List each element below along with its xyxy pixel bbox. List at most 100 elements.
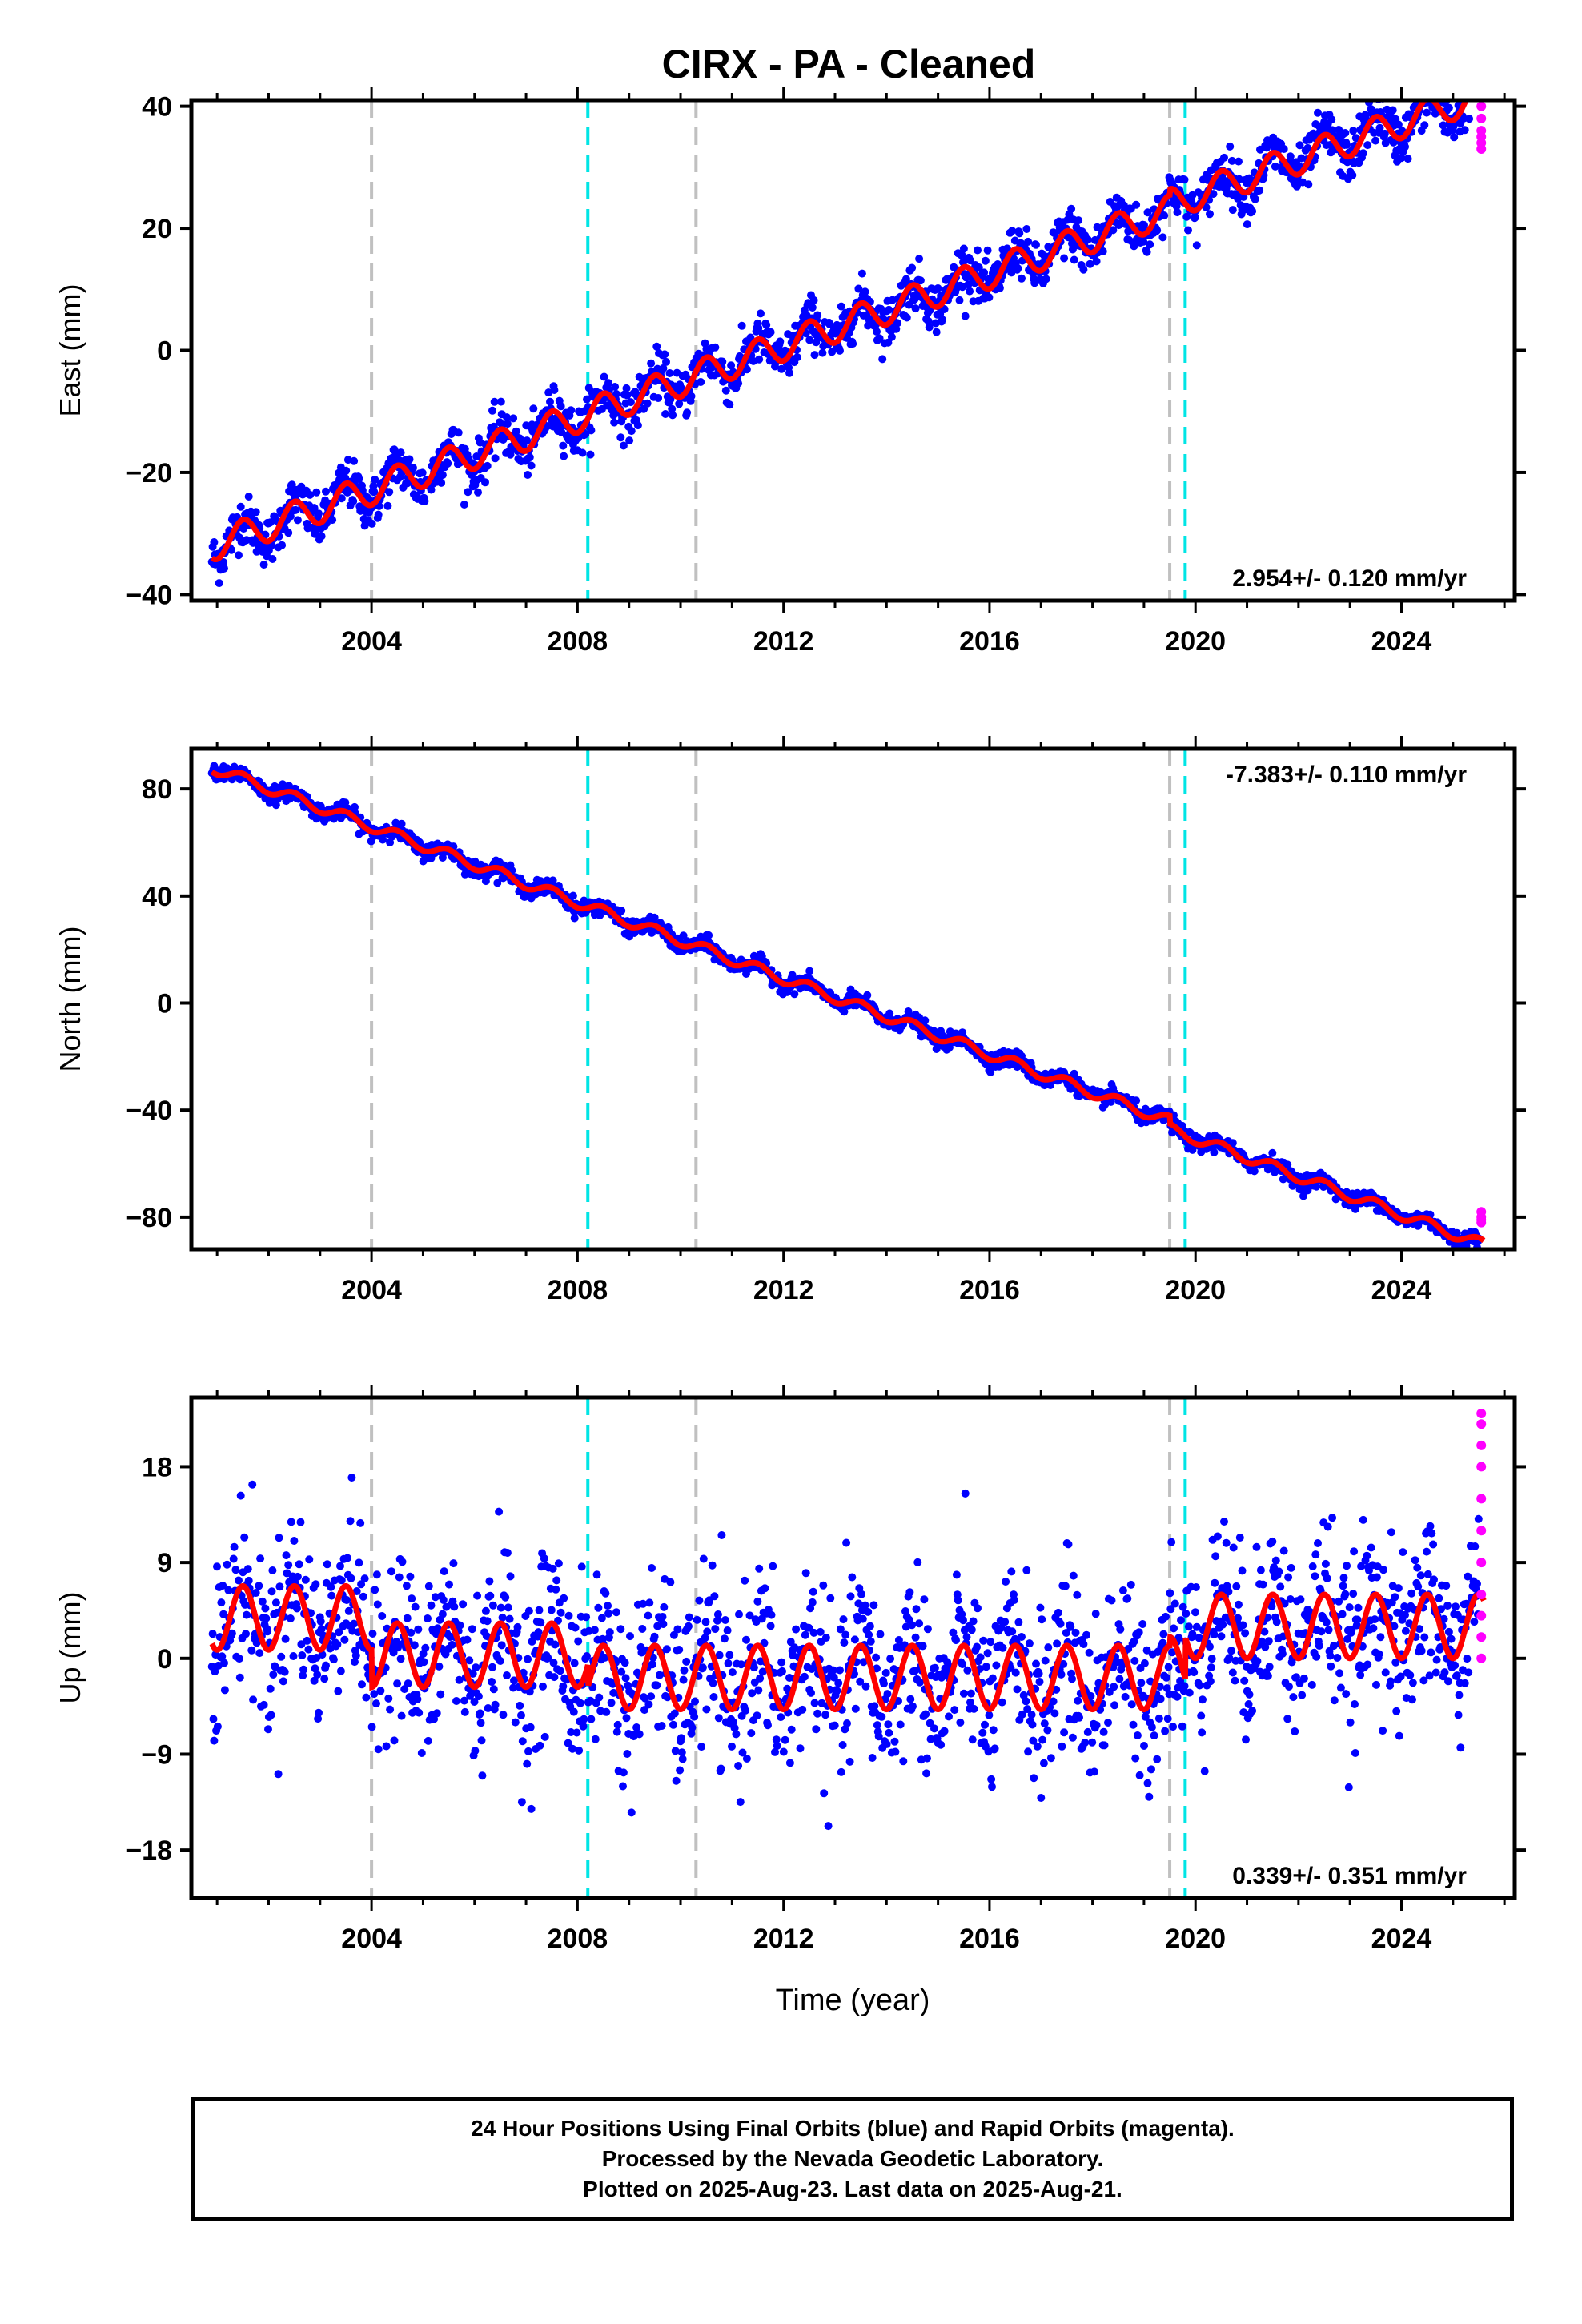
final-point <box>1371 136 1380 145</box>
final-point <box>1010 1596 1018 1604</box>
final-point <box>643 399 652 408</box>
final-point <box>235 1576 243 1585</box>
final-point <box>893 319 902 328</box>
final-point <box>613 1720 622 1729</box>
final-point <box>311 1580 320 1589</box>
final-point <box>742 1635 750 1644</box>
final-point <box>820 1789 829 1798</box>
final-point <box>1192 241 1201 250</box>
final-point <box>924 317 933 326</box>
final-point <box>1184 1622 1193 1631</box>
final-point <box>357 503 366 512</box>
final-point <box>535 1606 544 1614</box>
final-point <box>1033 1742 1042 1751</box>
final-point <box>995 283 1004 292</box>
final-point <box>227 545 235 554</box>
final-point <box>597 1614 606 1622</box>
final-point <box>397 1711 406 1720</box>
final-point <box>1110 1701 1119 1710</box>
final-point <box>286 1614 295 1622</box>
final-point <box>1126 1580 1135 1589</box>
final-point <box>1425 90 1433 99</box>
final-point <box>1423 108 1431 117</box>
final-point <box>1143 208 1152 217</box>
final-point <box>695 1596 704 1605</box>
final-point <box>550 1673 559 1682</box>
final-point <box>460 870 469 879</box>
final-point <box>1032 1659 1040 1668</box>
final-point <box>1466 70 1474 78</box>
final-point <box>1082 1630 1090 1639</box>
final-point <box>1163 1715 1172 1723</box>
final-point <box>701 1618 710 1626</box>
final-point <box>463 1635 472 1644</box>
final-point <box>379 835 387 844</box>
final-point <box>304 1645 313 1654</box>
final-point <box>916 1678 924 1687</box>
final-point <box>1027 1711 1036 1719</box>
final-point <box>436 1690 445 1699</box>
final-point <box>264 1725 272 1734</box>
final-point <box>813 1709 822 1718</box>
final-point <box>981 1720 989 1729</box>
final-point <box>1211 1552 1220 1561</box>
final-point <box>1162 1612 1170 1621</box>
final-point <box>405 455 414 464</box>
x-tick-label: 2016 <box>959 1275 1020 1305</box>
final-point <box>1207 1663 1215 1672</box>
x-tick-label: 2020 <box>1165 1275 1226 1305</box>
final-point <box>1226 142 1235 151</box>
x-tick-label: 2004 <box>341 1275 402 1305</box>
final-point <box>362 1693 371 1702</box>
final-point <box>978 1728 987 1737</box>
final-point <box>395 1573 404 1582</box>
final-point <box>833 1687 841 1695</box>
final-point <box>1024 237 1033 246</box>
final-point <box>703 1627 712 1636</box>
final-point <box>605 1628 614 1637</box>
final-point <box>1228 206 1237 215</box>
final-point <box>546 397 554 406</box>
east-rate-label: 2.954+/- 0.120 mm/yr <box>1232 565 1467 592</box>
final-point <box>322 487 330 496</box>
final-point <box>1037 1794 1046 1802</box>
final-point <box>415 1708 424 1717</box>
y-tick-label: −40 <box>126 580 172 610</box>
final-point <box>268 555 277 563</box>
final-point <box>551 1640 560 1649</box>
final-point <box>279 1677 287 1686</box>
final-point <box>342 466 351 475</box>
final-point <box>356 1518 365 1527</box>
final-point <box>998 1643 1007 1652</box>
final-point <box>592 1570 601 1579</box>
final-point <box>979 1636 988 1645</box>
final-point <box>267 1587 276 1596</box>
final-point <box>1091 1610 1100 1618</box>
final-point <box>1248 207 1257 215</box>
final-point <box>371 1586 379 1594</box>
final-point <box>1211 1578 1219 1587</box>
final-point <box>424 1736 432 1745</box>
final-point <box>1074 1696 1082 1705</box>
final-point <box>881 1668 890 1677</box>
final-point <box>408 1594 416 1603</box>
final-point <box>259 561 268 569</box>
final-point <box>1137 1679 1146 1687</box>
final-point <box>560 452 568 460</box>
final-point <box>690 1712 699 1721</box>
final-point <box>1177 1616 1185 1625</box>
final-point <box>687 392 696 400</box>
final-point <box>450 1602 459 1611</box>
final-point <box>506 1572 515 1581</box>
y-tick-label: 80 <box>142 774 172 805</box>
final-point <box>777 1713 785 1722</box>
final-point <box>526 1723 535 1731</box>
final-point <box>411 1602 420 1611</box>
final-point <box>1180 175 1189 184</box>
final-point <box>922 1769 931 1778</box>
final-point <box>869 1601 878 1610</box>
final-point <box>404 1679 412 1688</box>
final-point <box>570 914 579 923</box>
final-point <box>909 1702 917 1711</box>
final-point <box>219 558 228 566</box>
